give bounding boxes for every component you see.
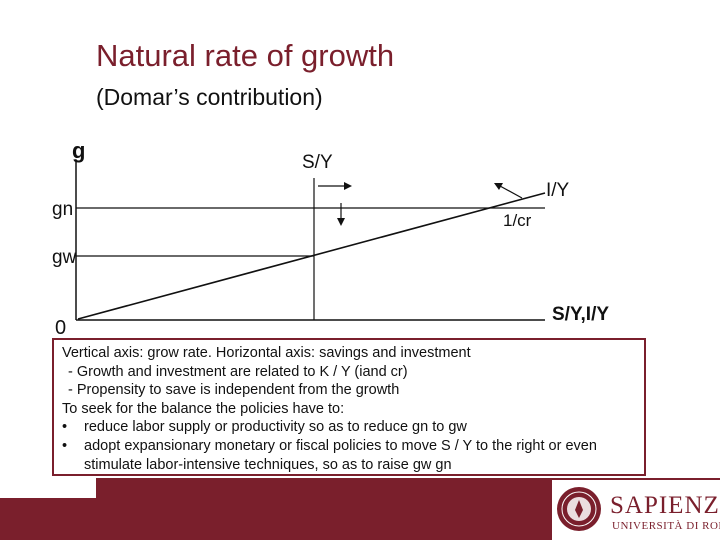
bullet-dot: • <box>62 419 68 436</box>
y-axis-label: g <box>72 138 85 163</box>
arrow-right <box>318 182 352 190</box>
iy-line <box>77 192 546 320</box>
logo-name: SAPIENZA <box>610 492 720 519</box>
logo-subtitle: UNIVERSITÀ DI ROMA <box>612 520 720 532</box>
notes-box: Vertical axis: grow rate. Horizontal axi… <box>52 338 646 476</box>
gw-label: gw <box>52 247 77 268</box>
notes-line-2: - Growth and investment are related to K… <box>68 363 408 380</box>
notes-line-4: To seek for the balance the policies hav… <box>62 400 345 417</box>
bullet-item-2: • adopt expansionary monetary or fiscal … <box>62 437 636 474</box>
notes-line-3: - Propensity to save is independent from… <box>68 382 400 399</box>
origin-label: 0 <box>55 317 66 339</box>
bullet-dot: • <box>62 437 68 454</box>
x-axis-label: S/Y,I/Y <box>552 304 609 325</box>
gn-label: gn <box>52 199 73 220</box>
slope-label: 1/cr <box>503 211 532 230</box>
notes-line-1: Vertical axis: grow rate. Horizontal axi… <box>62 345 471 361</box>
growth-diagram: g gn gw 0 S/Y I/Y 1/cr S/Y,I/Y <box>52 138 609 339</box>
bullet-text-1: reduce labor supply or productivity so a… <box>84 419 467 436</box>
slide-subtitle: (Domar’s contribution) <box>96 84 323 110</box>
bullet-item-1: • reduce labor supply or productivity so… <box>62 418 636 437</box>
university-seal-icon <box>557 487 601 531</box>
arrow-upleft <box>494 183 523 199</box>
slide-title: Natural rate of growth <box>96 38 395 73</box>
arrow-down <box>337 203 345 226</box>
iy-label: I/Y <box>546 180 570 201</box>
footer-white-block <box>0 478 96 498</box>
bullet-text-2: adopt expansionary monetary or fiscal po… <box>84 437 597 473</box>
sy-label: S/Y <box>302 152 333 173</box>
